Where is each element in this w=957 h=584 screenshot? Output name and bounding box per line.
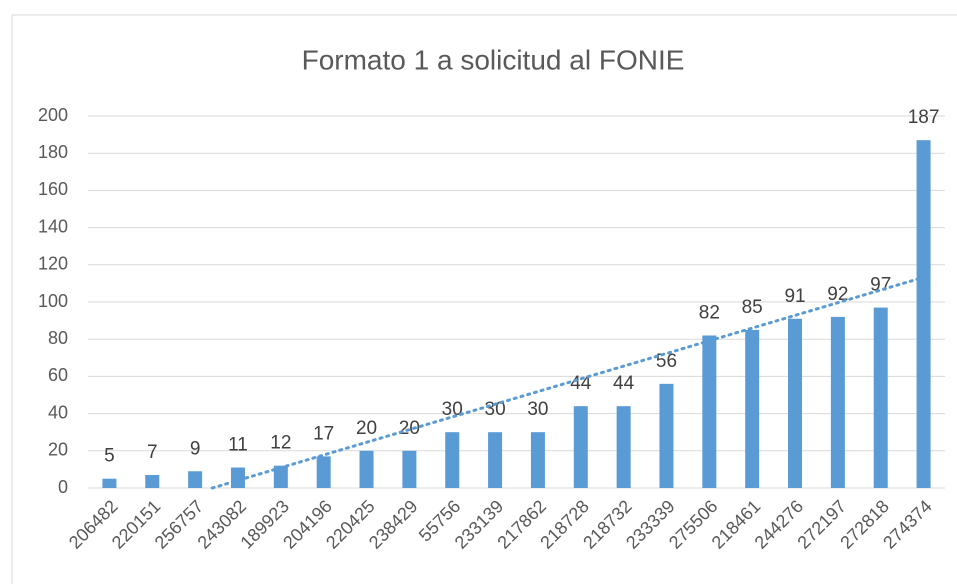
y-tick-label: 140: [38, 216, 68, 236]
y-tick-label: 100: [38, 291, 68, 311]
data-label: 17: [313, 423, 334, 444]
bar: [616, 406, 631, 488]
data-label: 5: [104, 446, 115, 467]
data-label: 9: [190, 438, 201, 459]
y-tick-label: 40: [48, 402, 68, 422]
y-tick-label: 180: [38, 142, 68, 162]
data-label: 97: [870, 275, 891, 296]
y-tick-label: 120: [38, 254, 68, 274]
data-label: 82: [699, 302, 720, 323]
data-label: 11: [228, 435, 248, 456]
bar: [402, 450, 417, 488]
bar: [102, 478, 117, 488]
bar: [530, 432, 545, 488]
y-tick-label: 160: [38, 179, 68, 199]
chart-title: Formato 1 a solicitud al FONIE: [302, 44, 685, 75]
bar: [916, 140, 931, 488]
data-label: 20: [356, 418, 377, 439]
bar: [873, 307, 888, 488]
data-label: 20: [399, 418, 420, 439]
bar: [445, 432, 460, 488]
bar: [573, 406, 588, 488]
bar: [745, 329, 760, 488]
bar: [145, 474, 160, 488]
bar: [359, 450, 374, 488]
bar: [230, 467, 245, 488]
bar: [702, 335, 717, 488]
data-label: 187: [908, 107, 940, 128]
bar: [788, 318, 803, 488]
bar: [316, 456, 331, 488]
y-tick-label: 80: [48, 328, 68, 348]
y-tick-label: 200: [38, 105, 68, 125]
y-tick-label: 60: [48, 365, 68, 385]
y-tick-label: 20: [48, 440, 68, 460]
trendline: [210, 275, 926, 490]
data-label: 30: [485, 399, 506, 420]
bar: [188, 471, 203, 488]
data-label: 44: [613, 373, 635, 394]
bar: [830, 316, 845, 488]
bar: [273, 465, 288, 488]
data-label: 12: [270, 433, 291, 454]
data-label: 30: [527, 399, 548, 420]
data-label: 44: [570, 373, 592, 394]
data-label: 7: [147, 442, 158, 463]
data-label: 56: [656, 351, 677, 372]
bar: [488, 432, 503, 488]
y-tick-label: 0: [58, 477, 68, 497]
data-label: 85: [742, 297, 763, 318]
data-label: 30: [442, 399, 463, 420]
chart-frame: [11, 14, 957, 584]
data-label: 91: [784, 286, 805, 307]
bar: [659, 383, 674, 488]
